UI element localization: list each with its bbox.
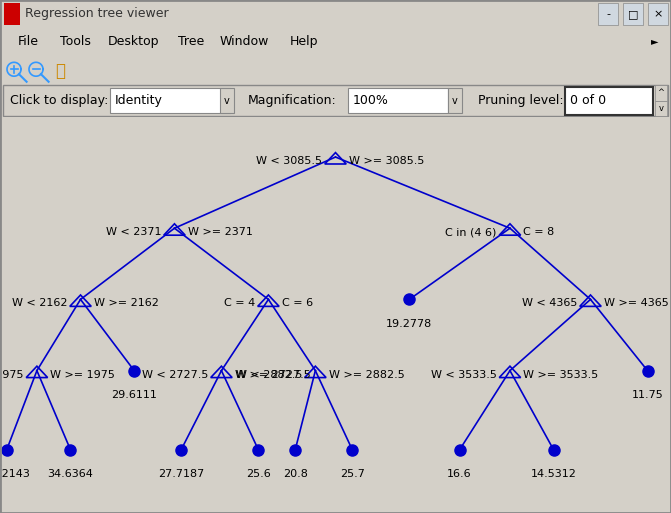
Text: W < 2162: W < 2162 — [11, 299, 67, 308]
Text: Help: Help — [290, 34, 319, 48]
Text: W >= 3085.5: W >= 3085.5 — [349, 156, 424, 166]
Text: 20.8: 20.8 — [282, 469, 308, 480]
Bar — [4, 3, 20, 25]
FancyBboxPatch shape — [110, 88, 230, 113]
Bar — [648, 3, 668, 25]
Text: W >= 2727.5: W >= 2727.5 — [235, 369, 311, 380]
FancyBboxPatch shape — [348, 88, 448, 113]
Text: 29.6111: 29.6111 — [111, 390, 157, 400]
Text: W >= 2162: W >= 2162 — [94, 299, 159, 308]
Text: W < 2727.5: W < 2727.5 — [142, 369, 208, 380]
Text: W >= 3533.5: W >= 3533.5 — [523, 369, 599, 380]
Text: File: File — [18, 34, 39, 48]
Text: W >= 2882.5: W >= 2882.5 — [329, 369, 405, 380]
Text: 16.6: 16.6 — [448, 469, 472, 480]
Text: Click to display:: Click to display: — [10, 94, 109, 107]
Text: v: v — [224, 96, 230, 106]
Bar — [655, 86, 667, 101]
Text: 34.6364: 34.6364 — [48, 469, 93, 480]
FancyBboxPatch shape — [448, 88, 462, 113]
Text: Desktop: Desktop — [108, 34, 160, 48]
Text: 27.7187: 27.7187 — [158, 469, 204, 480]
Text: 14.5312: 14.5312 — [531, 469, 576, 480]
Text: 11.75: 11.75 — [631, 390, 664, 400]
Text: Pruning level:: Pruning level: — [478, 94, 564, 107]
Text: C = 4: C = 4 — [223, 299, 255, 308]
Text: Identity: Identity — [115, 94, 163, 107]
Text: C in (4 6): C in (4 6) — [445, 227, 497, 237]
Text: v: v — [452, 96, 458, 106]
Text: W < 2371: W < 2371 — [105, 227, 161, 237]
Text: -: - — [606, 9, 610, 19]
Text: ►: ► — [652, 36, 659, 46]
Text: ×: × — [654, 9, 663, 19]
Text: W < 3085.5: W < 3085.5 — [256, 156, 322, 166]
Text: 100%: 100% — [353, 94, 389, 107]
Text: C = 8: C = 8 — [523, 227, 555, 237]
Text: W < 1975: W < 1975 — [0, 369, 23, 380]
Text: W < 4365: W < 4365 — [521, 299, 577, 308]
Text: Magnification:: Magnification: — [248, 94, 337, 107]
Text: Regression tree viewer: Regression tree viewer — [25, 7, 168, 21]
Bar — [655, 101, 667, 116]
Text: W >= 4365: W >= 4365 — [604, 299, 668, 308]
Text: 25.6: 25.6 — [246, 469, 270, 480]
Text: □: □ — [628, 9, 638, 19]
Text: 19.2778: 19.2778 — [386, 319, 432, 329]
Text: 👋: 👋 — [55, 62, 65, 80]
FancyBboxPatch shape — [565, 87, 653, 115]
Text: W < 3533.5: W < 3533.5 — [431, 369, 497, 380]
FancyBboxPatch shape — [220, 88, 234, 113]
Text: Window: Window — [220, 34, 269, 48]
Text: Tools: Tools — [60, 34, 91, 48]
Bar — [598, 3, 618, 25]
Text: W >= 1975: W >= 1975 — [50, 369, 115, 380]
Text: W >= 2371: W >= 2371 — [188, 227, 253, 237]
Text: W < 2882.5: W < 2882.5 — [236, 369, 302, 380]
Text: Tree: Tree — [178, 34, 204, 48]
Bar — [623, 3, 643, 25]
Text: C = 6: C = 6 — [282, 299, 313, 308]
Text: 31.2143: 31.2143 — [0, 469, 30, 480]
Text: ^: ^ — [658, 88, 664, 97]
Text: 25.7: 25.7 — [340, 469, 365, 480]
Text: v: v — [658, 104, 664, 113]
Text: 0 of 0: 0 of 0 — [570, 94, 606, 107]
